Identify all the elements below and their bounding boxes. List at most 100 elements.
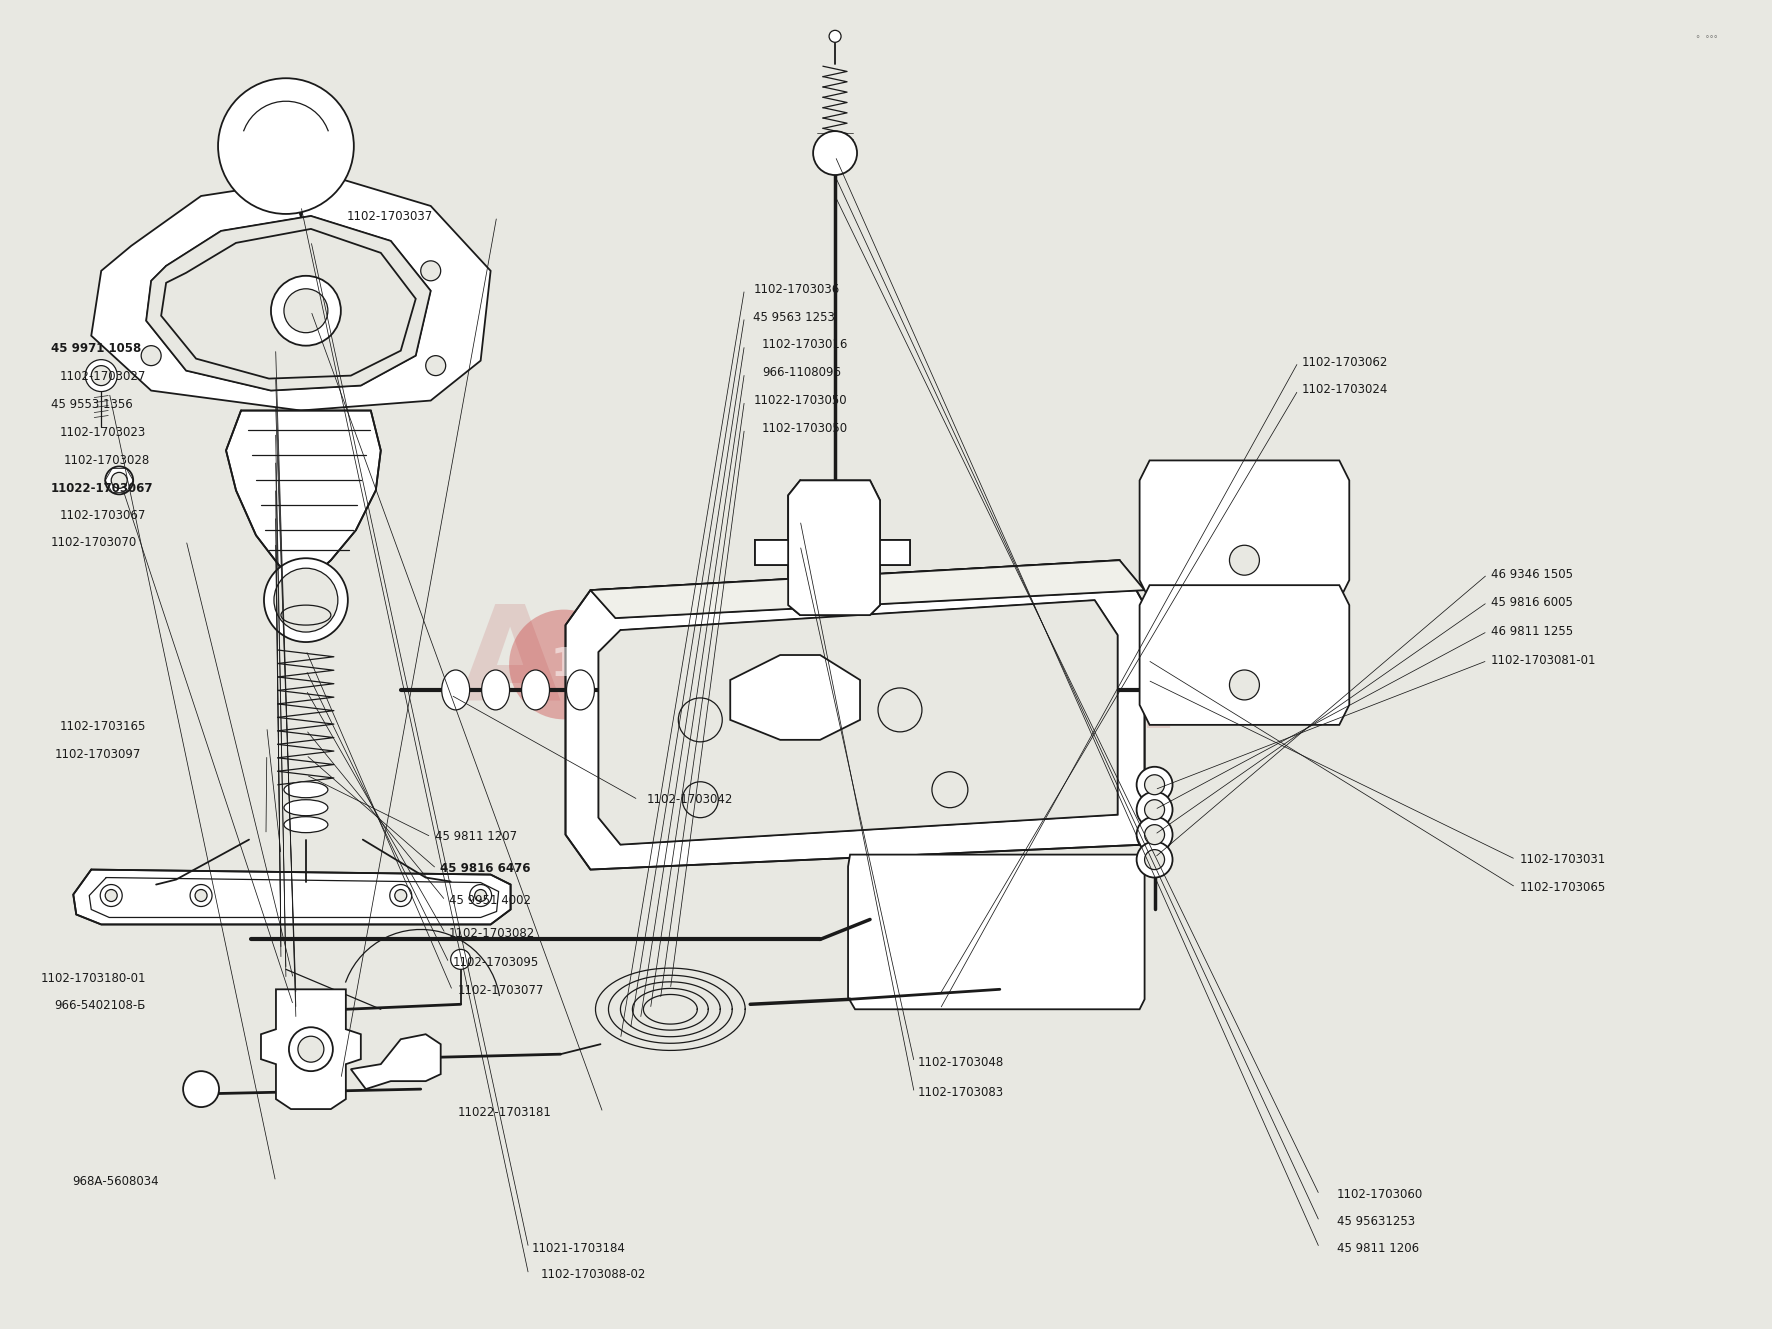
Circle shape (813, 132, 858, 175)
Text: 1102-1703028: 1102-1703028 (64, 453, 149, 466)
Text: 1102-1703031: 1102-1703031 (1519, 853, 1605, 867)
Polygon shape (599, 601, 1118, 845)
Circle shape (112, 472, 128, 488)
Text: 1102-1703077: 1102-1703077 (457, 985, 544, 997)
Text: 1102-1703062: 1102-1703062 (1302, 356, 1387, 368)
Text: 45 95631253: 45 95631253 (1338, 1215, 1416, 1228)
Polygon shape (565, 561, 1145, 869)
Ellipse shape (567, 670, 594, 710)
Text: 966-5402108-Б: 966-5402108-Б (55, 999, 145, 1011)
Polygon shape (90, 175, 491, 411)
Text: 46 9346 1505: 46 9346 1505 (1490, 567, 1574, 581)
Polygon shape (849, 855, 1145, 1009)
Ellipse shape (521, 670, 549, 710)
Text: 1102-1703036: 1102-1703036 (753, 283, 840, 295)
Circle shape (275, 569, 338, 633)
Text: 45 9816 6005: 45 9816 6005 (1490, 595, 1574, 609)
Text: 45 9563 1253: 45 9563 1253 (753, 311, 835, 323)
Ellipse shape (284, 800, 328, 816)
Text: 45 9971 1058: 45 9971 1058 (51, 343, 142, 355)
Text: 968А-5608034: 968А-5608034 (73, 1175, 159, 1188)
Circle shape (183, 1071, 220, 1107)
Circle shape (264, 558, 347, 642)
Circle shape (829, 31, 842, 43)
Ellipse shape (284, 817, 328, 833)
Text: 1102-1703060: 1102-1703060 (1338, 1188, 1423, 1201)
Polygon shape (260, 989, 361, 1110)
Polygon shape (227, 411, 381, 581)
Text: 966-1108096: 966-1108096 (762, 367, 842, 379)
Text: 45 9951 4002: 45 9951 4002 (448, 894, 532, 908)
Text: 1102-1703042: 1102-1703042 (647, 793, 734, 807)
Circle shape (105, 889, 117, 901)
Text: 45 9811 1207: 45 9811 1207 (434, 831, 517, 844)
Circle shape (1230, 670, 1260, 700)
Text: 1102-1703048: 1102-1703048 (918, 1055, 1005, 1069)
Text: 1102-1703165: 1102-1703165 (60, 720, 145, 734)
Circle shape (932, 772, 968, 808)
Text: 1102-1703097: 1102-1703097 (55, 748, 140, 762)
Circle shape (142, 346, 161, 365)
Ellipse shape (441, 670, 470, 710)
Ellipse shape (282, 605, 331, 625)
Circle shape (470, 885, 491, 906)
Circle shape (1145, 800, 1164, 820)
Text: 1102-1703024: 1102-1703024 (1302, 384, 1387, 396)
Text: 46 9811 1255: 46 9811 1255 (1490, 625, 1574, 638)
Circle shape (271, 276, 340, 346)
Text: 1102-1703083: 1102-1703083 (918, 1086, 1005, 1099)
Circle shape (509, 610, 618, 719)
Circle shape (195, 889, 207, 901)
Circle shape (1136, 841, 1173, 877)
Text: 1102-1703050: 1102-1703050 (762, 421, 849, 435)
Text: 1102-1703023: 1102-1703023 (60, 425, 145, 439)
Circle shape (284, 288, 328, 332)
Text: 1102-1703082: 1102-1703082 (448, 928, 535, 940)
Circle shape (289, 1027, 333, 1071)
Text: АвтоАльфа: АвтоАльфа (459, 601, 1313, 728)
Circle shape (101, 885, 122, 906)
Text: 11022-1703181: 11022-1703181 (457, 1106, 551, 1119)
Circle shape (190, 885, 213, 906)
Text: 1102-1703095: 1102-1703095 (452, 957, 539, 969)
Text: 45 9553 1356: 45 9553 1356 (51, 399, 133, 411)
Circle shape (218, 78, 354, 214)
Circle shape (420, 260, 441, 280)
Polygon shape (145, 215, 431, 391)
Text: 1102-1703088-02: 1102-1703088-02 (540, 1268, 647, 1281)
Text: °  °°°: ° °°° (1696, 35, 1717, 44)
Text: 1102-1703016: 1102-1703016 (762, 339, 849, 351)
Text: 1102-1703037: 1102-1703037 (346, 210, 432, 223)
Circle shape (682, 781, 718, 817)
Polygon shape (590, 561, 1145, 618)
Polygon shape (161, 229, 416, 379)
Circle shape (85, 360, 117, 392)
Circle shape (877, 688, 921, 732)
Text: 11021-1703184: 11021-1703184 (532, 1241, 626, 1255)
Circle shape (1145, 775, 1164, 795)
Polygon shape (789, 480, 881, 615)
Circle shape (90, 365, 112, 385)
Polygon shape (730, 655, 859, 740)
Circle shape (1136, 767, 1173, 803)
Text: 1102-1703027: 1102-1703027 (60, 371, 145, 383)
Polygon shape (73, 869, 510, 925)
Ellipse shape (284, 781, 328, 797)
Text: 1102-1703067: 1102-1703067 (60, 509, 145, 522)
Text: 45 9811 1206: 45 9811 1206 (1338, 1241, 1419, 1255)
Polygon shape (1139, 585, 1348, 724)
Polygon shape (755, 541, 911, 565)
Circle shape (298, 1037, 324, 1062)
Circle shape (1145, 825, 1164, 845)
Circle shape (1230, 545, 1260, 575)
Polygon shape (351, 1034, 441, 1088)
Circle shape (450, 949, 471, 969)
Polygon shape (1139, 460, 1348, 601)
Text: 1102-1703180-01: 1102-1703180-01 (41, 973, 145, 985)
Circle shape (1145, 849, 1164, 869)
Ellipse shape (482, 670, 510, 710)
Circle shape (1136, 817, 1173, 853)
Circle shape (390, 885, 411, 906)
Circle shape (1136, 792, 1173, 828)
Text: 1102-1703081-01: 1102-1703081-01 (1490, 654, 1597, 667)
